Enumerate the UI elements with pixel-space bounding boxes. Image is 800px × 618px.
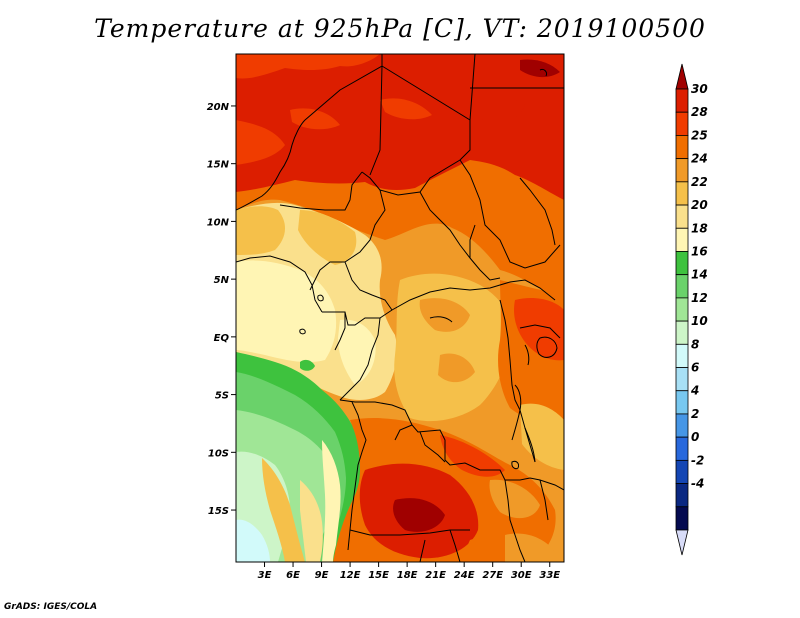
colorbar-swatch — [675, 483, 689, 508]
colorbar-swatch — [675, 413, 689, 438]
lat-tick-label: 15S — [208, 506, 229, 517]
grads-credit: GrADS: IGES/COLA — [4, 602, 98, 612]
colorbar-swatch — [675, 506, 689, 531]
colorbar-min-arrow — [675, 529, 689, 556]
lon-tick-label: 3E — [258, 570, 272, 581]
colorbar-label: 24 — [691, 152, 708, 166]
lat-tick-label: EQ — [214, 333, 230, 344]
lon-tick-label: 9E — [315, 570, 329, 581]
lon-tick-label: 30E — [511, 570, 532, 581]
lat-tick-label: 5N — [214, 275, 230, 286]
lakes — [299, 69, 558, 470]
colorbar-label: -2 — [691, 453, 704, 467]
lon-tick-label: 21E — [425, 570, 446, 581]
colorbar-swatch — [675, 251, 689, 276]
colorbar-swatch — [675, 297, 689, 322]
colorbar-label: 6 — [691, 361, 699, 375]
colorbar-label: 28 — [691, 105, 708, 119]
colorbar-swatch — [675, 88, 689, 113]
colorbar-swatch — [675, 158, 689, 183]
lon-tick-label: 18E — [397, 570, 418, 581]
colorbar-swatch — [675, 181, 689, 206]
colorbar-swatch — [675, 436, 689, 461]
colorbar-label: 14 — [691, 268, 708, 282]
colorbar-swatch — [675, 390, 689, 415]
lon-tick-label: 15E — [368, 570, 389, 581]
colorbar-label: 4 — [690, 384, 699, 398]
lon-tick-label: 27E — [482, 570, 503, 581]
colorbar-max-arrow — [675, 63, 689, 90]
lon-tick-label: 6E — [286, 570, 300, 581]
colorbar-label: 0 — [691, 430, 699, 444]
colorbar-label: 22 — [691, 175, 708, 189]
colorbar-swatch — [675, 135, 689, 160]
colorbar-label: 30 — [691, 82, 708, 96]
lat-tick-label: 20N — [207, 102, 230, 113]
colorbar-swatch — [675, 227, 689, 252]
lon-tick-label: 12E — [340, 570, 361, 581]
colorbar-label: 8 — [691, 337, 699, 351]
colorbar-swatch — [675, 343, 689, 368]
country-borders — [236, 54, 564, 562]
colorbar-label: 16 — [691, 244, 708, 258]
colorbar-swatch — [675, 367, 689, 392]
lat-tick-label: 10N — [207, 217, 230, 228]
lat-tick-label: 5S — [215, 391, 229, 402]
colorbar-label: 25 — [691, 128, 708, 142]
colorbar-label: 20 — [691, 198, 708, 212]
colorbar-swatch — [675, 320, 689, 345]
colorbar-swatch — [675, 111, 689, 136]
colorbar-label: -4 — [691, 477, 704, 491]
chart-title: Temperature at 925hPa [C], VT: 201910050… — [94, 14, 706, 43]
colorbar-label: 18 — [691, 221, 708, 235]
map-frame — [235, 53, 565, 563]
lon-tick-label: 33E — [539, 570, 560, 581]
lon-tick-label: 24E — [454, 570, 475, 581]
colorbar-swatch — [675, 204, 689, 229]
temperature-field — [236, 54, 564, 562]
latitude-axis: 20N 15N 10N 5N EQ 5S 10S 15S — [207, 102, 236, 517]
colorbar-label: 2 — [691, 407, 699, 421]
lat-tick-label: 15N — [207, 160, 230, 171]
lat-tick-label: 10S — [208, 448, 229, 459]
colorbar-label: 10 — [691, 314, 708, 328]
colorbar-swatch — [675, 459, 689, 484]
longitude-axis: 3E 6E 9E 12E 15E 18E 21E 24E 27E 30E 33E — [258, 562, 560, 581]
colorbar-swatch — [675, 274, 689, 299]
colorbar-label: 12 — [691, 291, 708, 305]
